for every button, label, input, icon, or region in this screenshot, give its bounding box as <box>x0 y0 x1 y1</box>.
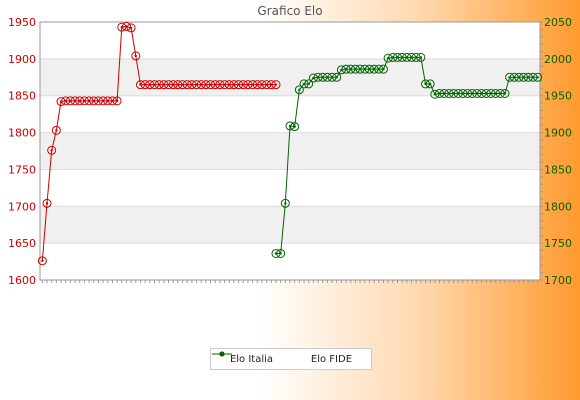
series-point-0 <box>112 96 122 106</box>
series-point-1 <box>304 79 314 89</box>
y-left-tick-label: 1750 <box>8 163 36 176</box>
y-right-tick-label: 1750 <box>544 237 572 250</box>
legend-label-italia: Elo Italia <box>229 353 274 365</box>
series-point-0 <box>51 125 61 135</box>
series-point-1 <box>332 72 342 82</box>
series-point-0 <box>37 256 47 266</box>
chart-title: Grafico Elo <box>257 4 323 18</box>
y-right-tick-label: 1850 <box>544 163 572 176</box>
y-right-tick-label: 1900 <box>544 127 572 140</box>
series-point-core-1 <box>307 82 310 86</box>
y-right-tick-label: 1950 <box>544 90 572 103</box>
y-left-tick-label: 1850 <box>8 90 36 103</box>
series-point-core-1 <box>298 88 301 92</box>
series-point-core-1 <box>284 202 287 205</box>
legend-label-fide: Elo FIDE <box>310 353 353 365</box>
series-point-core-0 <box>274 83 278 86</box>
series-point-core-0 <box>129 26 133 30</box>
y-right-tick-label: 1800 <box>544 200 572 213</box>
legend: Elo Italia Elo FIDE <box>210 348 372 370</box>
series-point-0 <box>131 51 141 61</box>
series-point-core-1 <box>335 76 338 79</box>
series-point-core-0 <box>115 99 119 103</box>
series-point-1 <box>416 52 426 62</box>
y-left-tick-label: 1950 <box>8 16 36 29</box>
series-point-core-1 <box>503 92 507 95</box>
series-point-core-0 <box>55 129 58 132</box>
series-point-1 <box>378 64 388 74</box>
series-point-core-0 <box>134 54 137 58</box>
series-point-1 <box>500 89 510 99</box>
y-left-tick-label: 1900 <box>8 53 36 66</box>
series-point-1 <box>290 122 300 132</box>
series-point-core-0 <box>45 202 49 205</box>
grid-band <box>40 206 540 244</box>
y-right-tick-label: 2050 <box>544 16 572 29</box>
series-point-1 <box>280 198 290 208</box>
series-point-core-0 <box>41 259 44 263</box>
series-point-1 <box>294 85 304 95</box>
series-point-0 <box>42 198 52 208</box>
series-point-core-0 <box>50 149 53 152</box>
series-point-0 <box>126 23 136 33</box>
series-point-1 <box>276 248 286 258</box>
series-point-1 <box>425 79 435 89</box>
legend-item-fide: Elo FIDE <box>212 351 353 365</box>
series-point-core-1 <box>293 125 296 128</box>
y-right-tick-label: 2000 <box>544 53 572 66</box>
grid-band <box>40 132 540 170</box>
series-point-core-1 <box>279 252 282 255</box>
y-left-tick-label: 1650 <box>8 237 36 250</box>
series-point-core-1 <box>382 67 385 71</box>
series-point-0 <box>271 80 281 90</box>
y-left-tick-label: 1600 <box>8 274 36 287</box>
y-left-tick-label: 1800 <box>8 127 36 140</box>
series-point-0 <box>47 145 57 155</box>
series-point-core-1 <box>536 76 539 79</box>
series-point-core-1 <box>428 82 432 86</box>
legend-item-italia: Elo Italia <box>212 351 274 365</box>
series-point-1 <box>533 72 543 82</box>
legend-marker-fide <box>212 351 232 357</box>
series-point-0 <box>121 21 131 31</box>
series-point-core-1 <box>419 56 423 59</box>
y-right-tick-label: 1700 <box>544 274 572 287</box>
y-left-tick-label: 1700 <box>8 200 36 213</box>
